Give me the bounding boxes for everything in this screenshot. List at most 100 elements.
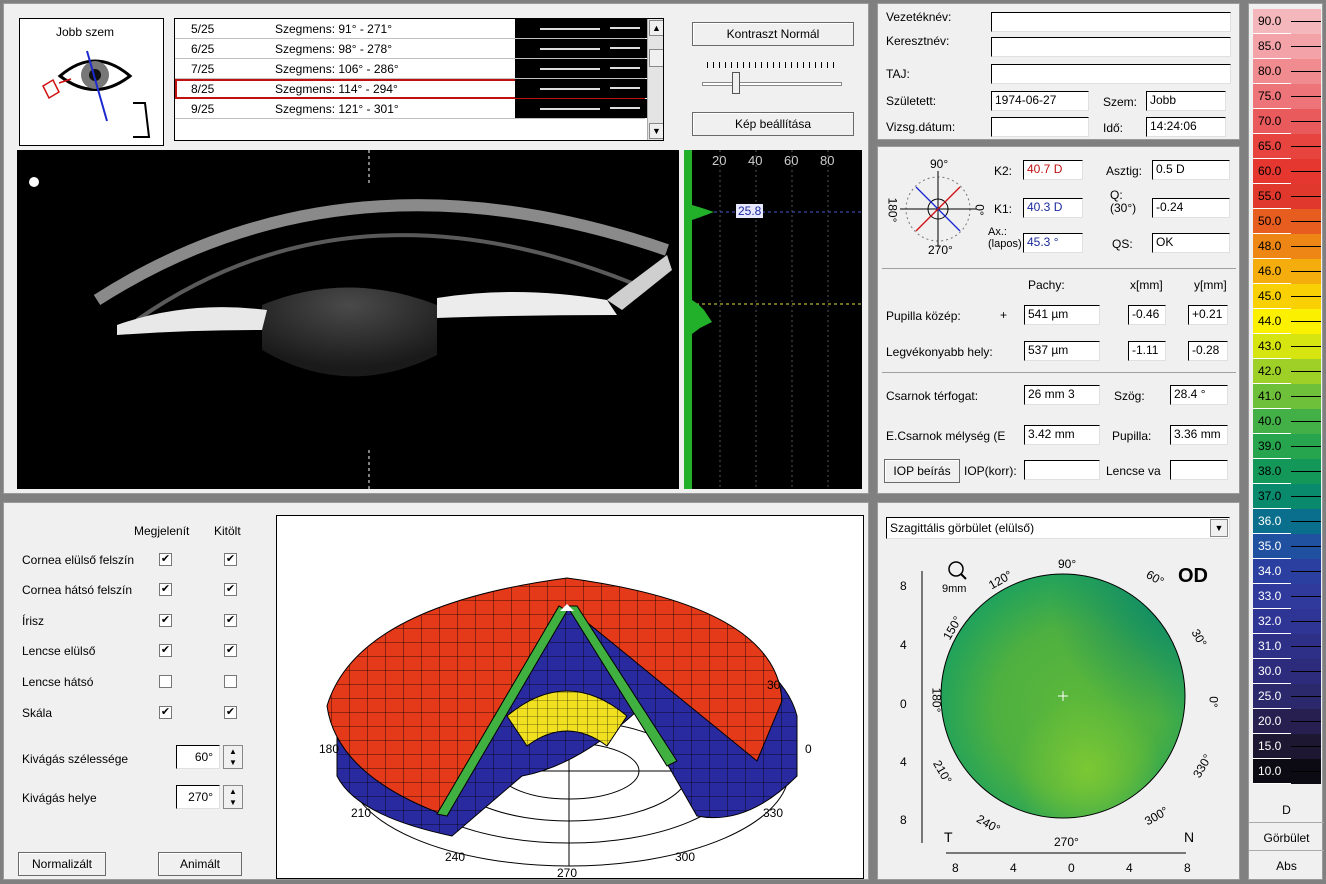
scan-list-scrollbar[interactable]: ▲ ▼ xyxy=(647,19,663,140)
fill-checkbox[interactable] xyxy=(224,675,237,688)
scroll-thumb[interactable] xyxy=(649,49,663,67)
lens-label: Lencse va xyxy=(1106,464,1161,478)
surname-field[interactable] xyxy=(991,12,1231,32)
x-tick: 4 xyxy=(1010,861,1017,875)
color-scale: 90.0 85.0 80.0 75.0 70.0 65.0 60.0 55.0 50.0 48.0… xyxy=(1248,3,1324,880)
cut-width-spinner[interactable]: ▲ ▼ xyxy=(223,745,243,769)
scroll-down-icon[interactable]: ▼ xyxy=(649,123,663,139)
scan-row-selected[interactable]: 8/25 Szegmens: 114° - 294° xyxy=(175,79,650,99)
profile-tick: 60 xyxy=(784,153,799,168)
animated-button[interactable]: Animált xyxy=(158,852,242,876)
zoom-icon[interactable] xyxy=(946,561,966,581)
profile-tick: 80 xyxy=(820,153,835,168)
x-tick: 4 xyxy=(1126,861,1133,875)
scale-tick xyxy=(1291,46,1321,47)
scale-tick xyxy=(1291,646,1321,647)
qs-label: QS: xyxy=(1112,237,1133,251)
eye-field[interactable]: Jobb xyxy=(1146,91,1226,111)
normalized-button[interactable]: Normalizált xyxy=(18,852,106,876)
qs-field: OK xyxy=(1152,233,1230,253)
scale-tick xyxy=(1291,321,1321,322)
scale-tick xyxy=(1291,96,1321,97)
scan-list[interactable]: 5/25 Szegmens: 91° - 271° 6/25 Szegmens: 9… xyxy=(174,18,664,141)
show-checkbox[interactable] xyxy=(159,675,172,688)
show-checkbox[interactable]: ✔ xyxy=(159,706,172,719)
cut-position-field[interactable]: 270° xyxy=(176,785,220,809)
scroll-up-icon[interactable]: ▲ xyxy=(649,20,663,36)
cut-width-field[interactable]: 60° xyxy=(176,745,220,769)
show-checkbox[interactable]: ✔ xyxy=(159,553,172,566)
angle-label: 30 xyxy=(767,678,781,692)
scan-row[interactable]: 5/25 Szegmens: 91° - 271° xyxy=(175,19,650,39)
scale-mode-button[interactable]: Görbület xyxy=(1249,826,1324,851)
temporal-label: T xyxy=(944,829,953,845)
contrast-button[interactable]: Kontraszt Normál xyxy=(692,22,854,46)
thinnest-x: -1.11 xyxy=(1128,341,1166,361)
scale-cell: 38.0 xyxy=(1253,459,1291,484)
firstname-field[interactable] xyxy=(991,37,1231,57)
lens-field[interactable] xyxy=(1170,460,1228,480)
scale-cell: 10.0 xyxy=(1253,759,1291,784)
scale-cell: 65.0 xyxy=(1253,134,1291,159)
scale-tick xyxy=(1291,671,1321,672)
angle-label: 330 xyxy=(763,806,784,820)
scale-cell: 43.0 xyxy=(1253,334,1291,359)
scale-tick xyxy=(1291,596,1321,597)
y-tick: 8 xyxy=(900,579,907,593)
born-field[interactable]: 1974-06-27 xyxy=(991,91,1089,111)
fill-checkbox[interactable]: ✔ xyxy=(224,583,237,596)
fill-checkbox[interactable]: ✔ xyxy=(224,644,237,657)
exam-date-field[interactable] xyxy=(991,117,1089,137)
iop-corr-field[interactable] xyxy=(1024,460,1100,480)
contrast-slider[interactable] xyxy=(702,56,842,96)
cut-width-label: Kivágás szélessége xyxy=(22,752,129,766)
scale-cell: 39.0 xyxy=(1253,434,1291,459)
scan-row[interactable]: 6/25 Szegmens: 98° - 278° xyxy=(175,39,650,59)
map-type-select[interactable]: Szagittális görbület (elülső) xyxy=(886,517,1230,539)
dropdown-arrow-icon[interactable]: ▼ xyxy=(1210,519,1228,537)
scale-tick xyxy=(1291,346,1321,347)
slider-thumb[interactable] xyxy=(732,72,740,94)
scale-cell: 33.0 xyxy=(1253,584,1291,609)
scale-abs-button[interactable]: Abs xyxy=(1249,854,1324,879)
show-checkbox[interactable]: ✔ xyxy=(159,644,172,657)
scale-cell: 85.0 xyxy=(1253,34,1291,59)
model-3d-view[interactable]: 30 0 330 300 270 240 210 180 xyxy=(276,515,864,879)
scale-tick xyxy=(1291,146,1321,147)
show-checkbox[interactable]: ✔ xyxy=(159,583,172,596)
eye-selector[interactable]: Jobb szem xyxy=(19,18,164,146)
scale-cell: 80.0 xyxy=(1253,59,1291,84)
scale-tick xyxy=(1291,446,1321,447)
scan-row[interactable]: 7/25 Szegmens: 106° - 286° xyxy=(175,59,650,79)
y-header: y[mm] xyxy=(1194,278,1227,292)
scale-cell: 42.0 xyxy=(1253,359,1291,384)
scale-cell: 46.0 xyxy=(1253,259,1291,284)
show-checkbox[interactable]: ✔ xyxy=(159,614,172,627)
iop-entry-button[interactable]: IOP beírás xyxy=(884,459,960,483)
astig-label: Asztig: xyxy=(1106,164,1143,178)
angle-label: 210 xyxy=(351,806,372,820)
image-settings-button[interactable]: Kép beállítása xyxy=(692,112,854,136)
fill-checkbox[interactable]: ✔ xyxy=(224,706,237,719)
scale-tick xyxy=(1291,221,1321,222)
scale-tick xyxy=(1291,521,1321,522)
scale-tick xyxy=(1291,246,1321,247)
exam-date-label: Vizsg.dátum: xyxy=(886,120,956,134)
firstname-label: Keresztnév: xyxy=(886,34,950,48)
scale-unit-button[interactable]: D xyxy=(1249,798,1324,823)
depth-field: 3.42 mm xyxy=(1024,425,1100,445)
fill-checkbox[interactable]: ✔ xyxy=(224,553,237,566)
time-field[interactable]: 14:24:06 xyxy=(1146,117,1226,137)
scan-row[interactable]: 9/25 Szegmens: 121° - 301° xyxy=(175,99,650,119)
topography-map xyxy=(921,561,1186,854)
scale-cell: 37.0 xyxy=(1253,484,1291,509)
scale-cell: 55.0 xyxy=(1253,184,1291,209)
fill-checkbox[interactable]: ✔ xyxy=(224,614,237,627)
cut-position-spinner[interactable]: ▲ ▼ xyxy=(223,785,243,809)
scale-cell: 31.0 xyxy=(1253,634,1291,659)
scale-tick xyxy=(1291,171,1321,172)
option-label: Cornea elülső felszín xyxy=(22,553,135,567)
angle-field: 28.4 ° xyxy=(1170,385,1228,405)
x-header: x[mm] xyxy=(1130,278,1163,292)
taj-field[interactable] xyxy=(991,64,1231,84)
